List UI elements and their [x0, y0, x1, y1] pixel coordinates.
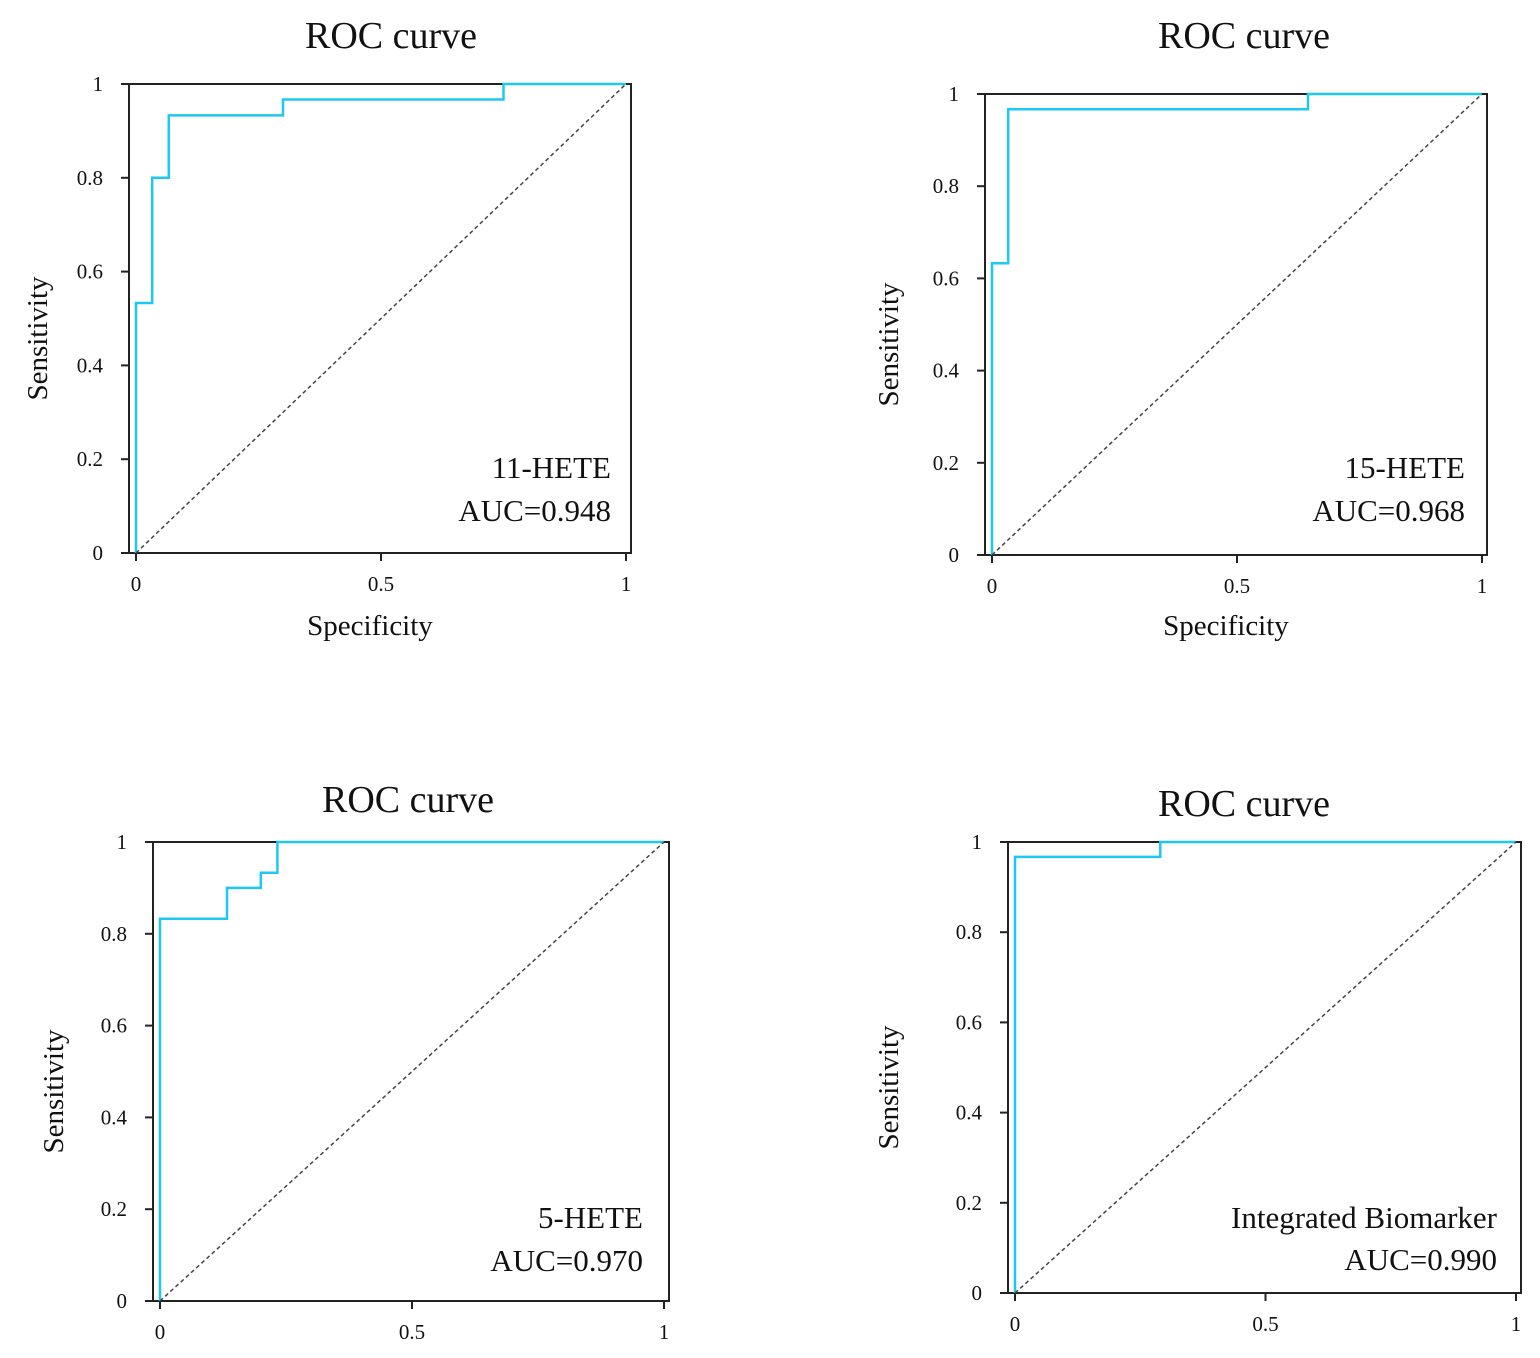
y-tick-label: 0.4 [956, 1101, 983, 1125]
chart-title: ROC curve [305, 15, 477, 57]
y-axis-label: Sensitivity [873, 1025, 905, 1150]
y-tick-label: 0 [949, 543, 960, 567]
roc-panel-11-hete: ROC curve 0 0.2 0.4 0.6 0.8 1 0 0.5 1 Specificity S… [22, 15, 632, 642]
y-tick-label: 0 [972, 1281, 983, 1305]
biomarker-label: 15-HETE [1344, 450, 1465, 485]
y-tick-label: 0 [117, 1289, 128, 1313]
reference-diagonal-line [991, 93, 1483, 556]
y-tick-label: 0.6 [101, 1014, 127, 1038]
chart-title: ROC curve [1158, 15, 1330, 57]
y-tick-label: 0.8 [101, 922, 127, 946]
y-axis-label: Sensitivity [38, 1029, 70, 1154]
y-tick-label: 1 [972, 830, 983, 854]
chart-title: ROC curve [1158, 783, 1330, 825]
y-axis-label: Sensitivity [22, 276, 54, 401]
x-tick-label: 0.5 [1252, 1312, 1278, 1336]
reference-diagonal-line [159, 841, 665, 1302]
y-tick-label: 1 [949, 82, 960, 106]
auc-label: AUC=0.948 [458, 493, 611, 528]
y-tick-label: 0.4 [77, 353, 104, 377]
x-tick-label: 0.5 [399, 1320, 425, 1344]
x-tick-label: 1 [1477, 574, 1488, 598]
biomarker-label: 11-HETE [492, 450, 611, 485]
y-tick-label: 1 [93, 72, 104, 96]
x-tick-label: 0.5 [1224, 574, 1250, 598]
x-axis-label: Specificity [1163, 610, 1289, 642]
y-tick-label: 0.8 [956, 920, 982, 944]
y-tick-label: 0 [93, 541, 104, 565]
roc-panel-15-hete: ROC curve 0 0.2 0.4 0.6 0.8 1 0 0.5 1 Specificity S… [873, 15, 1488, 642]
y-tick-label: 1 [117, 830, 128, 854]
x-tick-label: 0.5 [368, 572, 394, 596]
roc-curve-line [134, 82, 626, 553]
x-tick-label: 0 [1010, 1312, 1021, 1336]
roc-curve-line [158, 840, 664, 1301]
x-tick-label: 0 [131, 572, 142, 596]
y-tick-label: 0.6 [77, 260, 103, 284]
auc-label: AUC=0.990 [1344, 1242, 1497, 1277]
x-tick-label: 1 [659, 1320, 670, 1344]
y-tick-label: 0.8 [77, 166, 103, 190]
x-tick-label: 1 [1511, 1312, 1522, 1336]
y-tick-label: 0.4 [101, 1105, 128, 1129]
x-tick-label: 1 [621, 572, 632, 596]
y-axis-label: Sensitivity [873, 282, 905, 407]
x-tick-label: 0 [987, 574, 998, 598]
roc-panel-integrated-biomarker: ROC curve 0 0.2 0.4 0.6 0.8 1 0 0.5 1 Sensitivity I… [873, 783, 1522, 1336]
auc-label: AUC=0.970 [490, 1243, 643, 1278]
y-tick-label: 0.2 [77, 447, 103, 471]
y-tick-label: 0.8 [933, 174, 959, 198]
y-tick-label: 0.4 [933, 359, 960, 383]
biomarker-label: Integrated Biomarker [1231, 1200, 1498, 1235]
x-tick-label: 0 [155, 1320, 166, 1344]
chart-title: ROC curve [322, 779, 494, 821]
auc-label: AUC=0.968 [1312, 493, 1465, 528]
y-tick-label: 0.2 [101, 1197, 127, 1221]
y-tick-label: 0.6 [956, 1010, 982, 1034]
reference-diagonal-line [1014, 841, 1517, 1294]
roc-curve-line [1013, 840, 1516, 1293]
y-tick-label: 0.2 [956, 1191, 982, 1215]
y-tick-label: 0.2 [933, 451, 959, 475]
roc-curve-line [990, 92, 1482, 555]
roc-panel-5-hete: ROC curve 0 0.2 0.4 0.6 0.8 1 0 0.5 1 Sensitivity 5… [38, 779, 670, 1344]
y-tick-label: 0.6 [933, 266, 959, 290]
x-axis-label: Specificity [307, 610, 433, 642]
reference-diagonal-line [135, 83, 627, 554]
plot-frame [984, 93, 1488, 556]
biomarker-label: 5-HETE [538, 1200, 643, 1235]
